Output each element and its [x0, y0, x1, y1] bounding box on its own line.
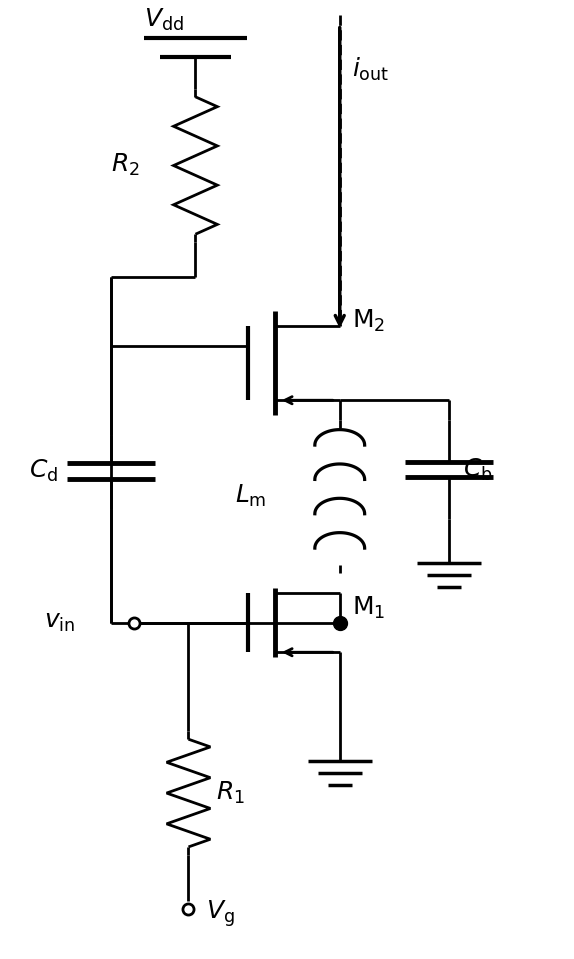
Text: $\mathrm{M}_1$: $\mathrm{M}_1$: [352, 595, 385, 620]
Text: $\mathrm{M}_2$: $\mathrm{M}_2$: [352, 308, 385, 335]
Text: $i_{\rm out}$: $i_{\rm out}$: [352, 56, 389, 82]
Text: $V_{\rm g}$: $V_{\rm g}$: [207, 899, 235, 929]
Text: $C_{\rm d}$: $C_{\rm d}$: [29, 458, 59, 484]
Text: $V_{\rm dd}$: $V_{\rm dd}$: [144, 7, 184, 33]
Text: $L_{\rm m}$: $L_{\rm m}$: [235, 483, 267, 509]
Text: $R_1$: $R_1$: [216, 780, 245, 806]
Text: $R_2$: $R_2$: [111, 152, 139, 178]
Text: $C_{\rm b}$: $C_{\rm b}$: [463, 456, 492, 482]
Text: $v_{\rm in}$: $v_{\rm in}$: [44, 611, 75, 634]
